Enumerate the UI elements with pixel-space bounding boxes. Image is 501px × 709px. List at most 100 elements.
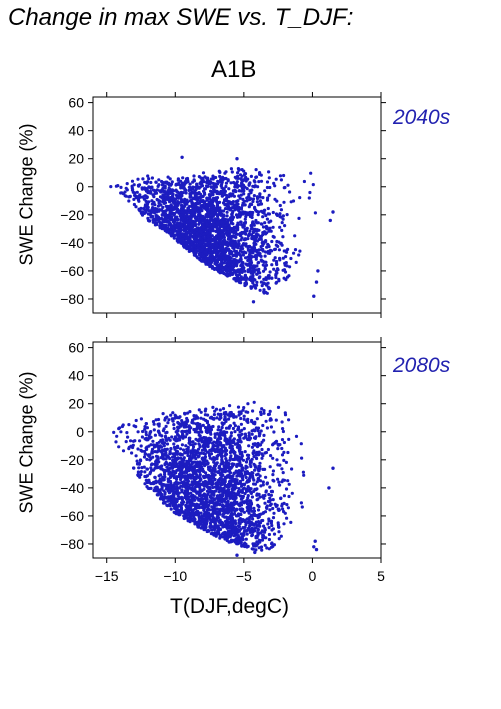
- data-point: [217, 440, 221, 444]
- data-point: [266, 274, 270, 278]
- data-point: [275, 259, 279, 264]
- data-point: [188, 199, 192, 203]
- data-point: [241, 183, 245, 187]
- data-point: [267, 170, 271, 174]
- data-point: [244, 179, 248, 183]
- data-point: [239, 207, 243, 211]
- data-point: [168, 504, 172, 508]
- data-point: [149, 180, 153, 185]
- data-point: [119, 430, 123, 434]
- data-point: [112, 430, 116, 434]
- data-point: [248, 203, 252, 207]
- data-point: [228, 192, 233, 196]
- data-point: [234, 457, 239, 461]
- data-point: [238, 507, 242, 511]
- data-point: [267, 212, 271, 216]
- data-point: [183, 435, 188, 439]
- data-point: [182, 516, 186, 521]
- data-point: [231, 210, 235, 214]
- data-point: [159, 208, 163, 212]
- data-point: [267, 532, 271, 537]
- data-point: [166, 189, 170, 193]
- data-point: [249, 506, 253, 510]
- data-point: [218, 408, 222, 412]
- data-point: [176, 511, 180, 516]
- data-point: [220, 468, 224, 472]
- data-point: [184, 444, 188, 448]
- data-point: [240, 263, 245, 267]
- data-point: [161, 478, 165, 482]
- data-point: [300, 456, 304, 460]
- data-point: [163, 472, 167, 476]
- data-point: [261, 263, 265, 267]
- data-point: [207, 237, 211, 241]
- data-point: [284, 255, 288, 259]
- data-point: [132, 183, 136, 187]
- data-point: [283, 224, 287, 228]
- data-point: [196, 246, 200, 250]
- data-point: [169, 413, 173, 417]
- data-point: [273, 256, 277, 260]
- data-point: [253, 442, 257, 446]
- data-point: [194, 204, 198, 208]
- data-point: [139, 473, 143, 477]
- data-point: [199, 511, 203, 515]
- data-point: [201, 235, 205, 239]
- data-point: [281, 478, 285, 482]
- data-point: [268, 409, 272, 413]
- data-point: [225, 210, 229, 214]
- data-point: [155, 462, 159, 466]
- data-point: [252, 478, 256, 482]
- data-point: [265, 217, 269, 221]
- data-point: [255, 280, 259, 284]
- data-point: [199, 416, 203, 420]
- data-point: [116, 184, 120, 188]
- data-point: [268, 496, 272, 500]
- data-point: [252, 400, 256, 404]
- data-point: [257, 493, 261, 497]
- data-point: [267, 526, 271, 530]
- data-point: [215, 432, 219, 436]
- data-point: [241, 210, 245, 214]
- data-point: [231, 474, 235, 478]
- data-point: [159, 216, 164, 220]
- data-point: [232, 501, 236, 505]
- data-point: [228, 404, 232, 408]
- data-point: [242, 417, 246, 421]
- data-point: [139, 206, 143, 210]
- data-point: [227, 260, 231, 264]
- data-point: [140, 212, 144, 216]
- data-point: [283, 413, 288, 417]
- data-point: [254, 548, 258, 552]
- data-point: [151, 455, 155, 459]
- data-point: [209, 438, 213, 442]
- data-point: [213, 266, 217, 271]
- data-point: [141, 177, 145, 181]
- data-point: [239, 481, 243, 486]
- data-point: [282, 522, 286, 526]
- data-point: [258, 443, 262, 447]
- data-point: [268, 226, 272, 230]
- data-point: [178, 223, 182, 227]
- data-point: [214, 251, 218, 255]
- data-point: [209, 198, 213, 202]
- data-point: [263, 467, 267, 471]
- data-point: [175, 430, 179, 434]
- data-point: [234, 235, 238, 239]
- data-point: [261, 243, 265, 248]
- data-point: [279, 242, 283, 246]
- data-point: [281, 217, 285, 221]
- data-point: [146, 202, 150, 206]
- data-point: [223, 207, 228, 211]
- scenario-label: A1B: [211, 56, 257, 83]
- data-point: [245, 465, 249, 469]
- data-point: [224, 170, 228, 174]
- data-point: [282, 450, 286, 454]
- data-point: [193, 522, 197, 526]
- data-point: [264, 475, 268, 479]
- data-point: [154, 466, 158, 470]
- data-point: [241, 203, 245, 207]
- data-point: [215, 454, 219, 458]
- data-point: [215, 213, 219, 217]
- data-point: [184, 475, 188, 479]
